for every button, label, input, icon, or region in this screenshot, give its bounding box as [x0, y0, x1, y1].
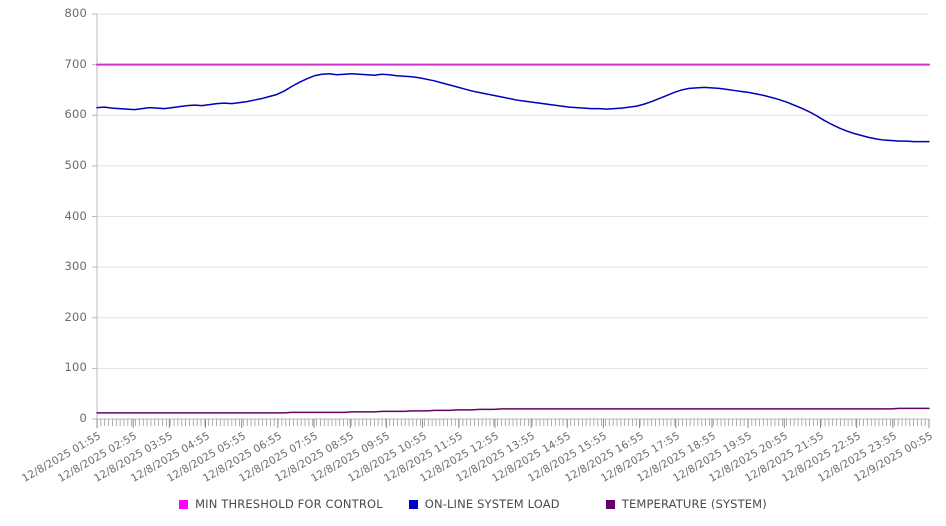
y-axis-tick-label: 0: [79, 411, 87, 425]
gridlines: [97, 13, 929, 420]
y-axis-tick-label: 600: [64, 107, 87, 122]
y-axis-tick-label: 200: [64, 309, 87, 324]
y-axis-tick-label: 400: [64, 208, 87, 223]
legend-label: ON-LINE SYSTEM LOAD: [424, 497, 560, 511]
legend-label: TEMPERATURE (SYSTEM): [621, 497, 767, 511]
legend-color-swatch: [605, 499, 615, 509]
y-axis-tick-label: 800: [64, 6, 87, 20]
y-axis-tick-label: 500: [64, 157, 87, 172]
legend-color-swatch: [179, 499, 189, 509]
legend-label: MIN THRESHOLD FOR CONTROL: [195, 497, 383, 511]
legend-item[interactable]: ON-LINE SYSTEM LOAD: [408, 497, 560, 511]
x-axis-minor-ticks: [96, 419, 930, 428]
y-axis-tick-label: 300: [64, 259, 87, 274]
y-axis-tick-label: 700: [64, 56, 87, 71]
chart-legend: MIN THRESHOLD FOR CONTROL ON-LINE SYSTEM …: [0, 497, 946, 511]
series-lines: [96, 63, 930, 414]
legend-color-swatch: [408, 499, 418, 509]
legend-item[interactable]: TEMPERATURE (SYSTEM): [605, 497, 767, 511]
y-axis-tick-label: 100: [64, 360, 87, 375]
legend-item[interactable]: MIN THRESHOLD FOR CONTROL: [179, 497, 383, 511]
